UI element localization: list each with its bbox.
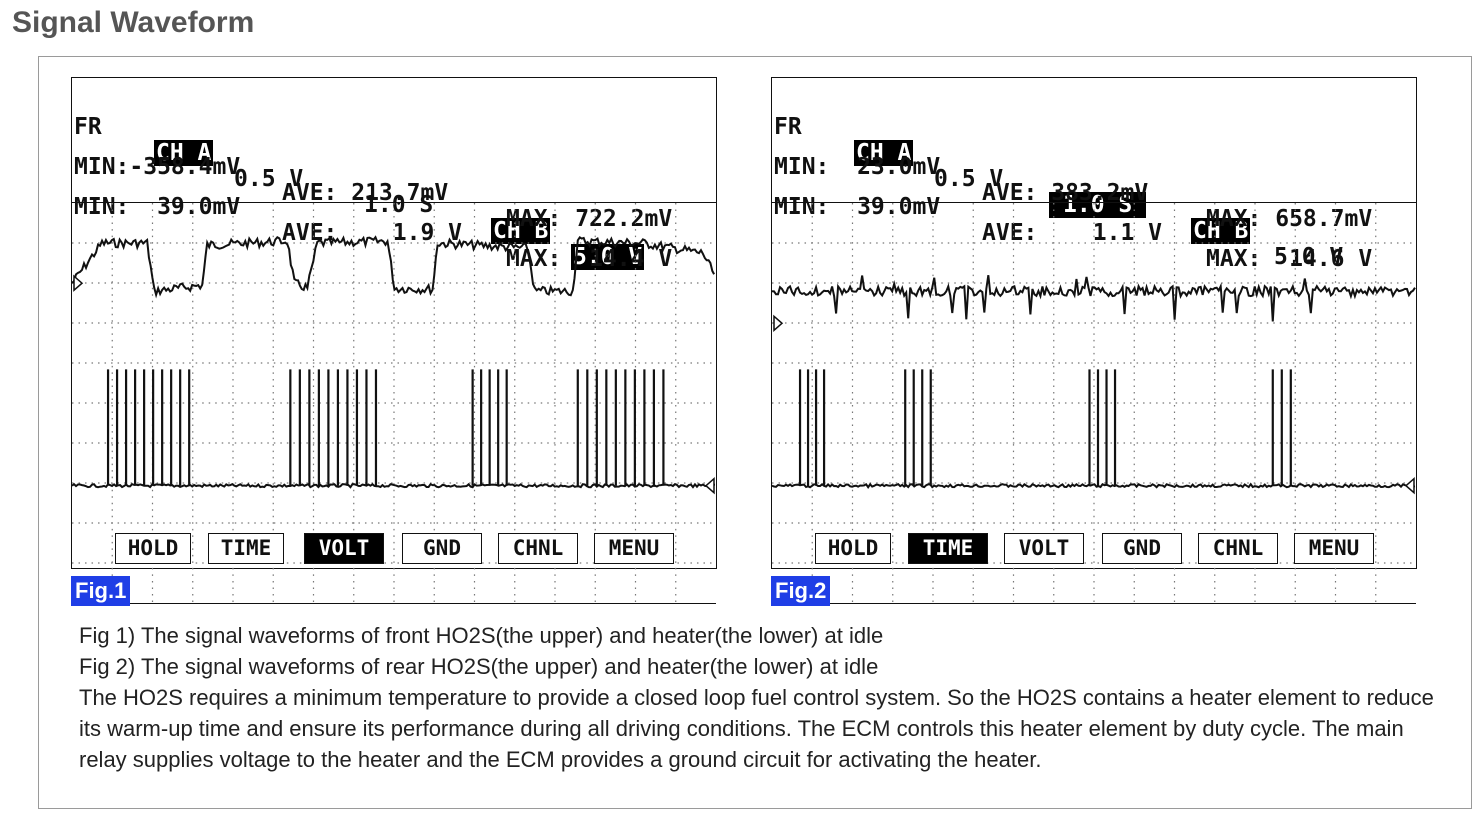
channel-a-ground-marker — [773, 314, 784, 332]
channel-a-scale: 0.5 V — [934, 166, 1004, 192]
channel-b-ground-marker — [1404, 477, 1415, 495]
header-row-1: FR CH A 0.5 V 1.0 S CH B 5.0 V — [74, 88, 645, 296]
cha-min: MIN: 23.0mV — [774, 154, 941, 180]
scope-header: FR CH A 0.5 V 1.0 S CH B 5.0 V MIN:-358.… — [72, 78, 716, 272]
menu-button[interactable]: MENU — [594, 533, 674, 564]
channel-b-scale: 5.0 V — [1274, 244, 1344, 270]
channel-b-label: CH B — [1191, 218, 1251, 244]
gnd-button[interactable]: GND — [402, 533, 482, 564]
header-row-3: MIN: 39.0mV AVE: 1.9 V MAX: 14.4 V — [74, 168, 672, 298]
gnd-button[interactable]: GND — [1102, 533, 1182, 564]
description: Fig 1) The signal waveforms of front HO2… — [79, 620, 1439, 775]
fr-label: FR — [774, 114, 802, 140]
header-row-2: MIN:-358.4mV AVE: 213.7mV MAX: 722.2mV — [74, 128, 672, 258]
description-paragraph: The HO2S requires a minimum temperature … — [79, 685, 1434, 772]
menu-button[interactable]: MENU — [1294, 533, 1374, 564]
time-scale: 1.0 S — [1049, 192, 1147, 218]
chb-ave: AVE: 1.1 V — [982, 220, 1163, 246]
cha-min: MIN:-358.4mV — [74, 154, 241, 180]
oscilloscope-fig2: FR CH A 0.5 V 1.0 S CH B 5.0 V MIN: 23.0… — [771, 77, 1417, 604]
volt-button[interactable]: VOLT — [304, 533, 384, 564]
header-row-1: FR CH A 0.5 V 1.0 S CH B 5.0 V — [774, 88, 1343, 296]
channel-a-ground-marker — [73, 274, 84, 292]
channel-b-ground-marker — [704, 477, 715, 495]
scope-header: FR CH A 0.5 V 1.0 S CH B 5.0 V MIN: 23.0… — [772, 78, 1416, 272]
fr-label: FR — [74, 114, 102, 140]
chnl-button[interactable]: CHNL — [1198, 533, 1278, 564]
chb-min: MIN: 39.0mV — [774, 194, 941, 220]
figure-2-label: Fig.2 — [771, 576, 831, 606]
oscilloscope-fig1: FR CH A 0.5 V 1.0 S CH B 5.0 V MIN:-358.… — [71, 77, 717, 604]
channel-b-label: CH B — [491, 218, 551, 244]
cha-max: MAX: 658.7mV — [1206, 206, 1373, 232]
hold-button[interactable]: HOLD — [115, 533, 191, 564]
scope-button-bar: HOLD TIME VOLT GND CHNL MENU — [772, 528, 1416, 568]
chnl-button[interactable]: CHNL — [498, 533, 578, 564]
cha-ave: AVE: 383.2mV — [982, 180, 1149, 206]
time-scale: 1.0 S — [364, 192, 434, 218]
time-button[interactable]: TIME — [908, 533, 988, 564]
channel-b-scale: 5.0 V — [571, 244, 645, 270]
scope-button-bar: HOLD TIME VOLT GND CHNL MENU — [72, 528, 716, 568]
hold-button[interactable]: HOLD — [815, 533, 891, 564]
content-frame — [38, 56, 1472, 809]
ho2s-signal-trace — [72, 235, 715, 299]
header-row-2: MIN: 23.0mV AVE: 383.2mV MAX: 658.7mV — [774, 128, 1372, 258]
heater-baseline-trace — [772, 482, 1416, 489]
page-title: Signal Waveform — [12, 6, 255, 39]
cha-ave: AVE: 213.7mV — [282, 180, 449, 206]
description-fig2: Fig 2) The signal waveforms of rear HO2S… — [79, 654, 879, 679]
channel-a-label: CH A — [154, 140, 214, 166]
chb-ave: AVE: 1.9 V — [282, 220, 463, 246]
time-button[interactable]: TIME — [208, 533, 284, 564]
channel-a-scale: 0.5 V — [234, 166, 304, 192]
volt-button[interactable]: VOLT — [1004, 533, 1084, 564]
figure-1-label: Fig.1 — [71, 576, 131, 606]
channel-a-label: CH A — [854, 140, 914, 166]
header-row-3: MIN: 39.0mV AVE: 1.1 V MAX: 14.6 V — [774, 168, 1372, 298]
description-fig1: Fig 1) The signal waveforms of front HO2… — [79, 623, 884, 648]
chb-min: MIN: 39.0mV — [74, 194, 241, 220]
heater-baseline-trace — [72, 482, 716, 489]
waveform-plot — [772, 202, 1416, 604]
chb-max: MAX: 14.4 V — [506, 246, 673, 272]
ho2s-signal-trace — [772, 275, 1416, 322]
chb-max: MAX: 14.6 V — [1206, 246, 1373, 272]
